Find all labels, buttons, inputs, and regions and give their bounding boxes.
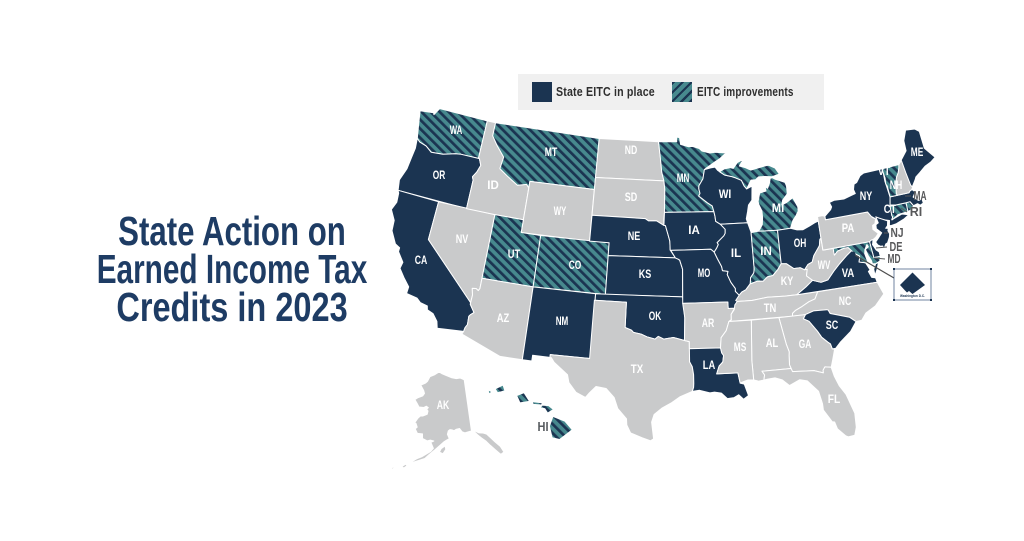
svg-text:SC: SC [826,320,839,332]
svg-text:WI: WI [719,189,732,201]
svg-text:ME: ME [911,147,924,159]
svg-text:OH: OH [794,238,807,250]
svg-text:AL: AL [766,338,779,350]
svg-text:TX: TX [631,364,644,376]
svg-text:VA: VA [842,268,855,280]
svg-text:WV: WV [818,260,831,272]
svg-text:PA: PA [842,223,855,235]
svg-text:MN: MN [677,173,690,185]
svg-text:MO: MO [698,268,711,280]
svg-text:MS: MS [734,342,747,354]
svg-text:WY: WY [554,206,567,218]
svg-text:NC: NC [839,296,852,308]
svg-text:NE: NE [628,231,641,243]
svg-text:OK: OK [649,311,662,323]
svg-text:MD: MD [888,252,901,266]
svg-text:IN: IN [760,246,772,258]
svg-text:HI: HI [538,420,549,434]
svg-text:AR: AR [702,318,715,330]
svg-text:MI: MI [772,203,785,215]
svg-text:WA: WA [450,125,463,137]
svg-text:KS: KS [639,269,652,281]
svg-text:NH: NH [890,180,903,192]
svg-text:SD: SD [625,192,638,204]
svg-text:VT: VT [878,166,891,178]
svg-text:IA: IA [688,225,700,237]
svg-text:MT: MT [545,147,558,159]
svg-text:LA: LA [703,360,716,372]
svg-text:Washington D.C.: Washington D.C. [900,294,925,298]
svg-text:OR: OR [433,170,446,182]
svg-text:IL: IL [731,248,741,260]
svg-text:ND: ND [625,145,638,157]
svg-text:KY: KY [781,276,794,288]
svg-text:MA: MA [914,189,927,203]
svg-text:AZ: AZ [497,313,510,325]
svg-text:DE: DE [890,240,903,254]
svg-text:UT: UT [508,249,521,261]
svg-text:NY: NY [860,191,873,203]
svg-text:ID: ID [487,180,499,192]
svg-text:FL: FL [828,394,841,406]
svg-text:TN: TN [764,303,777,315]
svg-text:AK: AK [437,400,450,412]
svg-text:GA: GA [799,339,812,351]
svg-text:RI: RI [910,205,923,219]
svg-text:CO: CO [569,260,582,272]
svg-text:CA: CA [415,255,428,267]
svg-text:NM: NM [556,316,569,328]
svg-text:NJ: NJ [891,226,904,240]
svg-text:CT: CT [884,204,897,216]
svg-text:NV: NV [456,234,469,246]
